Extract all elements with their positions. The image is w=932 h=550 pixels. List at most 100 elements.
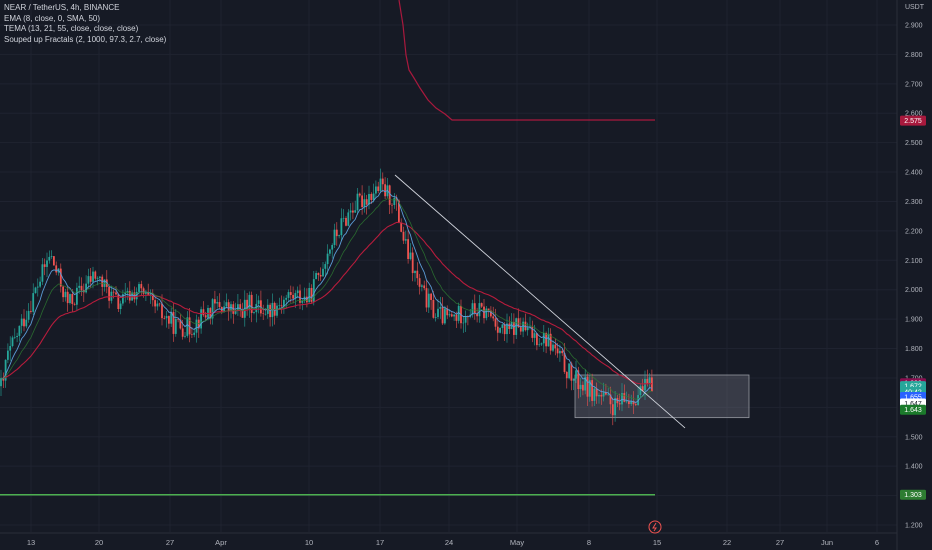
grid-lines xyxy=(0,0,897,532)
candle-body xyxy=(96,277,99,279)
candle-body xyxy=(184,335,186,337)
candle-body xyxy=(117,294,120,309)
candle-body xyxy=(372,193,375,201)
candle-body xyxy=(154,300,156,307)
candle-body xyxy=(237,304,239,311)
y-tick-label: 2.600 xyxy=(905,111,923,118)
candle-body xyxy=(648,377,651,384)
candle-body xyxy=(135,291,138,300)
y-tick-label: 1.500 xyxy=(905,434,923,441)
candle-body xyxy=(87,276,90,284)
candle-body xyxy=(446,308,449,316)
candle-body xyxy=(340,218,343,236)
candle-body xyxy=(361,195,363,208)
candle-body xyxy=(319,275,322,277)
x-tick-label: 22 xyxy=(723,538,731,547)
candle-body xyxy=(207,307,209,318)
candle-body xyxy=(53,256,55,266)
y-tick-label: 1.400 xyxy=(905,464,923,471)
legend-tema[interactable]: TEMA (13, 21, 55, close, close, close) xyxy=(4,24,139,33)
badge-support-bg xyxy=(900,489,926,500)
x-tick-label: 10 xyxy=(305,538,313,547)
candle-body xyxy=(177,318,179,320)
candle-body xyxy=(25,319,28,327)
candle-body xyxy=(241,309,244,318)
candle-body xyxy=(496,326,499,333)
candle-body xyxy=(398,200,400,223)
candle-body xyxy=(99,276,101,278)
candle-body xyxy=(508,323,511,330)
candle-body xyxy=(630,400,633,405)
candle-body xyxy=(425,288,428,308)
candle-body xyxy=(388,185,391,205)
candle-body xyxy=(582,384,584,391)
candle-body xyxy=(140,284,143,289)
candle-body xyxy=(623,393,626,402)
candle-body xyxy=(384,184,386,197)
candle-body xyxy=(34,287,37,294)
candle-body xyxy=(329,249,331,254)
candle-body xyxy=(552,344,554,351)
candle-body xyxy=(494,318,497,327)
candle-body xyxy=(94,271,97,279)
misc-markers xyxy=(648,520,662,534)
x-tick-label: 8 xyxy=(587,538,591,547)
candle-body xyxy=(411,252,414,274)
candle-body xyxy=(356,193,359,211)
candle-body xyxy=(264,313,267,315)
candle-body xyxy=(464,316,467,323)
candle-body xyxy=(4,359,7,381)
candle-body xyxy=(142,288,145,294)
lightning-icon xyxy=(648,520,662,534)
candle-body xyxy=(347,212,350,226)
candle-body xyxy=(32,293,35,312)
legend-ema[interactable]: EMA (8, close, 0, SMA, 50) xyxy=(4,13,101,23)
candle-body xyxy=(593,388,596,401)
candle-body xyxy=(416,270,419,279)
candle-body xyxy=(611,404,614,416)
trendline-segment[interactable] xyxy=(394,174,686,429)
candle-body xyxy=(285,297,288,300)
candle-body xyxy=(55,265,58,273)
badge-fast-text: 1.647 xyxy=(904,401,922,408)
candle-body xyxy=(561,350,564,354)
candle-body xyxy=(570,363,573,381)
y-tick-label: 2.800 xyxy=(905,52,923,59)
candle-body xyxy=(292,294,294,299)
candle-body xyxy=(595,388,598,397)
candle-body xyxy=(276,305,278,316)
x-tick-label: 20 xyxy=(95,538,103,547)
candle-body xyxy=(342,217,345,219)
candle-body xyxy=(20,318,23,326)
candle-body xyxy=(338,235,340,237)
candle-body xyxy=(308,287,311,303)
candle-body xyxy=(549,333,552,351)
candle-body xyxy=(243,299,246,318)
candle-body xyxy=(418,278,421,287)
candle-body xyxy=(299,290,301,303)
candle-body xyxy=(197,319,200,329)
candle-body xyxy=(379,178,382,191)
candle-body xyxy=(605,392,607,395)
candle-body xyxy=(147,291,150,295)
candle-body xyxy=(39,281,41,287)
candle-body xyxy=(503,324,506,335)
candle-body xyxy=(632,400,635,405)
x-tick-label: 6 xyxy=(875,538,879,547)
badge-slow-bg xyxy=(900,404,926,415)
candle-body xyxy=(11,337,14,347)
candle-body xyxy=(69,294,71,304)
legend-fractals[interactable]: Souped up Fractals (2, 1000, 97.3, 2.7, … xyxy=(4,34,167,44)
candle-body xyxy=(151,293,154,301)
horizontal-levels[interactable] xyxy=(0,0,655,496)
y-tick-label: 2.500 xyxy=(905,140,923,147)
candle-body xyxy=(490,310,492,317)
trendline[interactable] xyxy=(394,174,686,429)
legend-symbol[interactable]: NEAR / TetherUS, 4h, BINANCE xyxy=(4,3,120,12)
candle-body xyxy=(214,299,216,304)
candle-body xyxy=(513,321,515,335)
badge-slow-text: 1.643 xyxy=(904,407,922,414)
resistance-line[interactable] xyxy=(398,0,655,121)
